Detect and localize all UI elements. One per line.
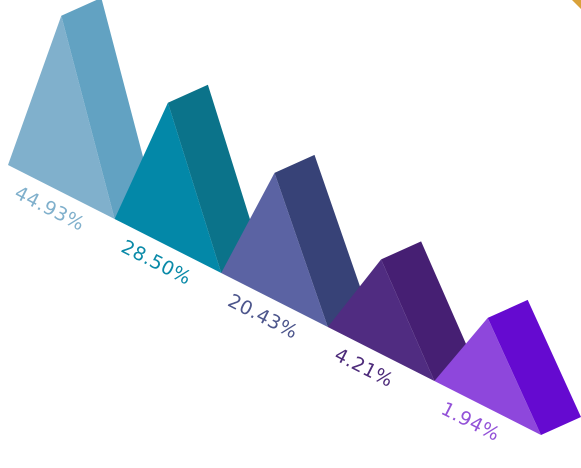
pyramid-side-1 [61, 0, 155, 219]
pyramid-side-4 [381, 241, 475, 381]
pyramid-side-5 [487, 299, 581, 435]
pyramid-front-3 [221, 172, 328, 327]
corner-accent [572, 0, 581, 9]
pyramid-side-2 [167, 84, 262, 273]
pyramid-front-4 [327, 259, 435, 381]
pyramid-bars [8, 0, 581, 435]
pyramid-side-3 [274, 154, 368, 327]
pyramid-front-2 [114, 102, 222, 273]
pyramid-front-1 [8, 15, 115, 219]
pyramid-front-5 [434, 317, 541, 435]
